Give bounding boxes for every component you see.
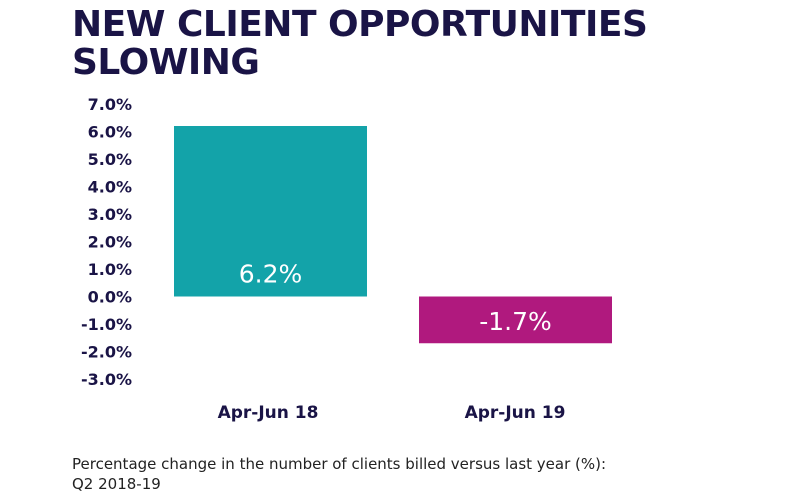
- bar: [419, 296, 612, 344]
- y-tick-label: 2.0%: [88, 233, 132, 252]
- chart-caption-line-2: Q2 2018-19: [72, 475, 161, 493]
- chart-caption: Percentage change in the number of clien…: [72, 454, 606, 494]
- y-tick-label: 1.0%: [88, 260, 132, 279]
- y-tick-label: 6.0%: [88, 123, 132, 142]
- chart-title-line-2: SLOWING: [72, 42, 260, 83]
- y-tick-label: -2.0%: [81, 343, 132, 362]
- y-tick-label: 7.0%: [88, 95, 132, 114]
- bar-data-label: -1.7%: [479, 307, 552, 336]
- y-tick-label: 4.0%: [88, 178, 132, 197]
- bar-chart: 7.0% 6.0% 5.0% 4.0% 3.0% 2.0% 1.0% 0.0% -1.0% -2.…: [81, 95, 612, 423]
- y-tick-label: 3.0%: [88, 205, 132, 224]
- bar-data-label: 6.2%: [239, 260, 303, 289]
- chart-title-line-1: NEW CLIENT OPPORTUNITIES: [72, 4, 648, 45]
- chart-caption-line-1: Percentage change in the number of clien…: [72, 455, 607, 473]
- bar: [174, 126, 367, 297]
- x-category-label: Apr-Jun 18: [218, 403, 319, 423]
- x-category-label: Apr-Jun 19: [465, 403, 566, 423]
- y-tick-label: -1.0%: [81, 315, 132, 334]
- y-tick-label: 5.0%: [88, 150, 132, 169]
- y-tick-label: 0.0%: [88, 288, 132, 307]
- chart-title: NEW CLIENT OPPORTUNITIES SLOWING: [72, 4, 648, 83]
- y-tick-label: -3.0%: [81, 370, 132, 389]
